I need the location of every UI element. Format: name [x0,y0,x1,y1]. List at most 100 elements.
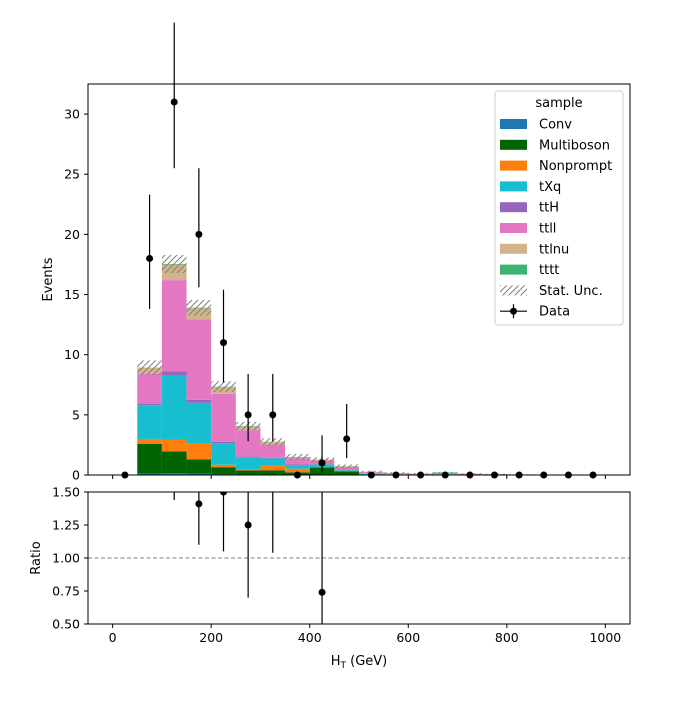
legend-swatch-ttll [500,223,527,233]
bar-nonprompt [236,469,261,470]
stat-unc-bin [187,300,212,316]
x-tick-label: 200 [199,630,223,645]
bar-nonprompt [137,439,162,444]
legend-swatch-multiboson [500,140,527,150]
bar-multiboson [236,470,261,474]
legend-swatch-ttlnu [500,244,527,254]
x-tick-label: 400 [298,630,322,645]
legend-swatch-txq [500,181,527,191]
legend-label-multiboson: Multiboson [539,138,610,153]
bar-tth [187,400,212,403]
data-point [343,435,350,442]
bar-tth [137,404,162,405]
legend-label-ttll: ttll [539,222,556,237]
main-y-tick-label: 15 [64,287,80,302]
legend-label-ttlnu: ttlnu [539,242,569,257]
bar-tth [211,442,236,443]
ratio-point [245,522,252,529]
stat-unc-bin [211,381,236,392]
legend-swatch-tth [500,202,527,212]
bar-multiboson [211,467,236,474]
data-point [220,339,227,346]
ratio-y-axis: 0.50 0.75 1.00 1.25 1.50 [52,485,88,632]
bar-txq [285,465,310,469]
bar-nonprompt [260,466,285,471]
bar-multiboson [137,444,162,474]
x-tick-label: 0 [109,630,117,645]
data-point [195,231,202,238]
bar-txq [187,403,212,444]
bar-nonprompt [211,465,236,467]
x-axis-label-unit: (GeV) [346,654,387,669]
bar-multiboson [162,452,187,474]
legend-label-tth: ttH [539,201,559,216]
bar-ttll [211,394,236,442]
bar-multiboson [334,471,359,475]
bar-ttll [137,374,162,404]
legend-swatch-stat-unc- [500,285,527,295]
main-y-tick-label: 10 [64,347,80,362]
ratio-y-axis-label: Ratio [29,541,44,574]
main-y-tick-label: 0 [72,468,80,483]
data-point [319,459,326,466]
bar-nonprompt [334,471,359,472]
legend-label-data: Data [539,305,570,320]
legend-label-tttt: tttt [539,263,559,278]
bar-multiboson [260,470,285,474]
legend-label-txq: tXq [539,180,561,195]
bar-tth [236,457,261,458]
bar-ttll [187,319,212,400]
ratio-point [195,500,202,507]
data-point [146,255,153,262]
ratio-point [319,589,326,596]
bar-txq [162,376,187,440]
bar-tth [285,465,310,466]
main-y-tick-label: 25 [64,167,80,182]
x-tick-label: 800 [495,630,519,645]
main-y-tick-label: 20 [64,227,80,242]
bar-txq [211,443,236,465]
bar-multiboson [187,459,212,473]
x-axis-label-symbol: H [331,654,341,669]
stat-unc-bin [285,454,310,460]
stat-unc-bin [137,360,162,374]
bar-txq [137,405,162,439]
ratio-y-tick-label: 0.75 [52,584,80,599]
bar-ttll [260,445,285,458]
ratio-panel: 0.50 0.75 1.00 1.25 1.50 0 200 400 600 800 1000 R… [29,351,630,671]
data-point [171,99,178,106]
legend-label-stat-unc-: Stat. Unc. [539,284,603,299]
data-point [269,411,276,418]
x-tick-label: 1000 [589,630,621,645]
legend-title: sample [535,96,582,111]
legend: sample Conv Multiboson Nonprompt tXq ttH ttll… [495,91,623,325]
bar-txq [334,469,359,470]
bar-tth [260,458,285,459]
bar-tth [162,372,187,376]
legend-swatch-data-marker [510,308,517,315]
legend-swatch-tttt [500,265,527,275]
main-y-axis-label: Events [41,257,56,301]
ratio-y-tick-label: 1.25 [52,518,80,533]
main-x-ticks [113,475,606,479]
legend-swatch-nonprompt [500,161,527,171]
x-tick-label: 600 [396,630,420,645]
ratio-y-tick-label: 1.50 [52,485,80,500]
main-y-tick-label: 5 [72,407,80,422]
legend-label-conv: Conv [539,118,572,133]
bar-txq [236,457,261,469]
ratio-y-tick-label: 0.50 [52,617,80,632]
bar-ttll [162,280,187,371]
stat-unc-bin [162,255,187,273]
x-axis-label: HT (GeV) [331,654,388,671]
stat-unc-bin [334,464,359,468]
legend-label-nonprompt: Nonprompt [539,159,612,174]
ratio-x-axis: 0 200 400 600 800 1000 [109,624,622,645]
ratio-y-tick-label: 1.00 [52,551,80,566]
legend-swatch-conv [500,119,527,129]
bar-nonprompt [162,440,187,452]
data-point [245,411,252,418]
